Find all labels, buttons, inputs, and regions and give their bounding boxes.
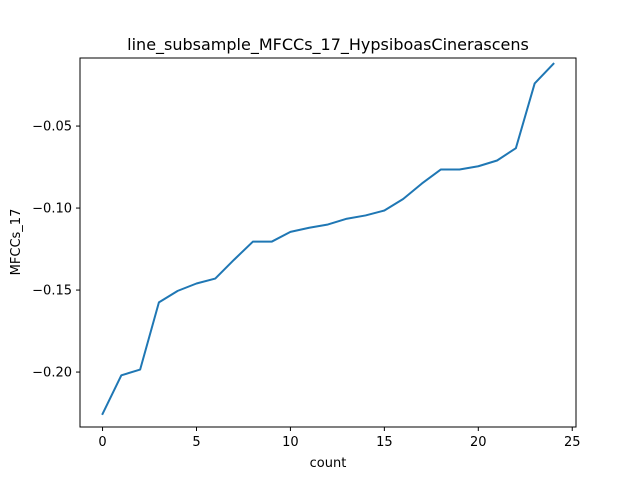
data-point	[233, 259, 235, 261]
x-tick-label: 15	[376, 435, 393, 450]
data-point	[102, 413, 104, 415]
chart-title: line_subsample_MFCCs_17_HypsiboasCineras…	[127, 35, 529, 55]
y-tick-label: −0.10	[32, 202, 72, 217]
data-point	[515, 147, 517, 149]
plot-area: 0 5 10 15 20 25 −0.20 −0.15 −0.10 −0.05	[32, 62, 581, 450]
data-point	[139, 369, 141, 371]
y-tick-label: −0.20	[32, 366, 72, 381]
y-tick-label: −0.05	[32, 120, 72, 135]
x-tick-label: 25	[564, 435, 581, 450]
data-point	[177, 290, 179, 292]
data-point	[308, 227, 310, 229]
data-point	[252, 241, 254, 243]
data-point	[477, 165, 479, 167]
data-point	[327, 223, 329, 225]
x-tick-label: 5	[192, 435, 200, 450]
data-point	[365, 214, 367, 216]
data-point	[552, 63, 554, 65]
data-point	[459, 169, 461, 171]
data-point	[383, 210, 385, 212]
data-point	[346, 218, 348, 220]
x-tick-label: 0	[98, 435, 106, 450]
y-tick-label: −0.15	[32, 284, 72, 299]
x-tick-label: 20	[470, 435, 487, 450]
data-point	[289, 231, 291, 233]
axes-frame	[79, 57, 577, 428]
y-axis-title: MFCCs_17	[9, 209, 24, 276]
data-point	[496, 160, 498, 162]
series-line	[101, 62, 555, 416]
x-tick-label: 10	[282, 435, 299, 450]
data-point	[534, 82, 536, 84]
data-point	[402, 198, 404, 200]
data-point	[120, 374, 122, 376]
data-point	[195, 283, 197, 285]
x-axis-title: count	[310, 456, 347, 471]
data-point	[421, 182, 423, 184]
data-point	[271, 241, 273, 243]
data-point	[440, 169, 442, 171]
data-point	[214, 278, 216, 280]
data-point	[158, 301, 160, 303]
